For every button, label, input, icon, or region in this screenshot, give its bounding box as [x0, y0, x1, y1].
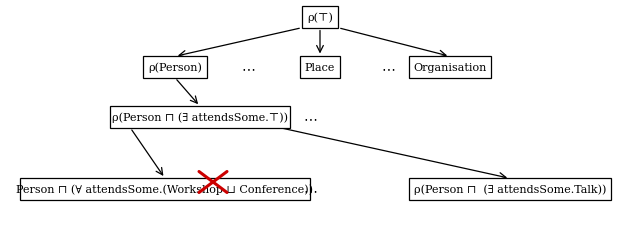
Text: ρ(Person ⊓ (∃ attendsSome.⊤)): ρ(Person ⊓ (∃ attendsSome.⊤)): [112, 112, 288, 123]
Text: ρ(Person): ρ(Person): [148, 63, 202, 73]
Text: ρ(⊤): ρ(⊤): [307, 13, 333, 23]
FancyBboxPatch shape: [110, 107, 290, 128]
Text: Organisation: Organisation: [413, 63, 486, 73]
Text: $\cdots$: $\cdots$: [241, 61, 255, 75]
Text: $\cdots$: $\cdots$: [381, 61, 395, 75]
Text: $\cdots$: $\cdots$: [303, 111, 317, 124]
FancyBboxPatch shape: [143, 57, 207, 78]
Text: ρ(Person ⊓  (∃ attendsSome.Talk)): ρ(Person ⊓ (∃ attendsSome.Talk)): [414, 184, 606, 194]
Text: Place: Place: [305, 63, 335, 73]
FancyBboxPatch shape: [20, 179, 310, 200]
FancyBboxPatch shape: [303, 7, 337, 29]
FancyBboxPatch shape: [409, 179, 611, 200]
FancyBboxPatch shape: [410, 57, 491, 78]
Text: $\cdots$: $\cdots$: [303, 182, 317, 196]
Text: Person ⊓ (∀ attendsSome.(Workshop ⊔ Conference)): Person ⊓ (∀ attendsSome.(Workshop ⊔ Conf…: [17, 184, 314, 194]
FancyBboxPatch shape: [300, 57, 340, 78]
